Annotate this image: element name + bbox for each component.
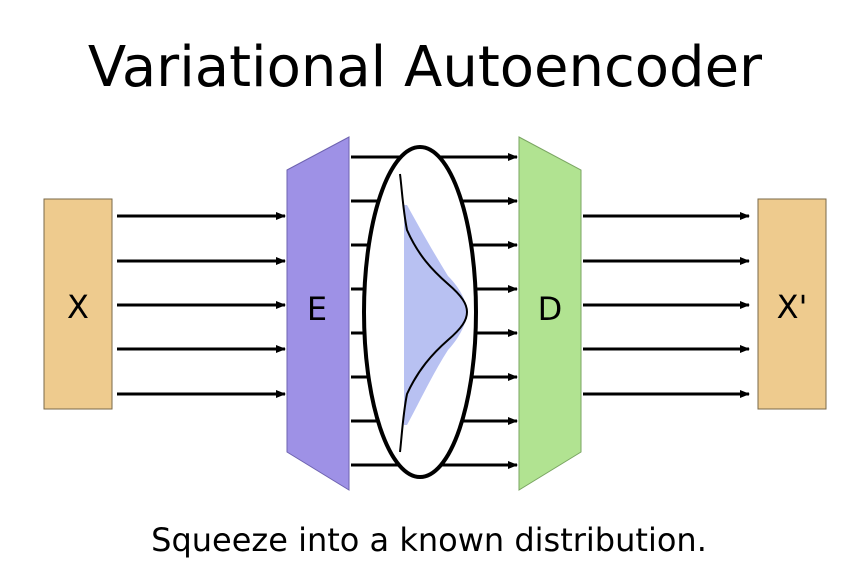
decoder-to-output-arrows: [583, 212, 750, 398]
latent-distribution: [362, 145, 478, 479]
output-box: [757, 198, 827, 410]
input-block: X: [43, 198, 113, 410]
input-to-encoder-arrows: [117, 212, 286, 398]
output-block: X': [757, 198, 827, 410]
encoder-block: E: [286, 136, 350, 491]
encoder-trapezoid: [286, 136, 350, 491]
diagram-caption: Squeeze into a known distribution.: [151, 521, 707, 559]
output-label: X': [777, 288, 808, 326]
input-label: X: [67, 288, 89, 326]
decoder-block: D: [518, 136, 582, 491]
gaussian-curve: [399, 173, 469, 453]
encoder-label: E: [307, 290, 327, 328]
diagram-title: Variational Autoencoder: [88, 35, 763, 100]
input-box: [43, 198, 113, 410]
decoder-trapezoid: [518, 136, 582, 491]
decoder-label: D: [538, 290, 563, 328]
